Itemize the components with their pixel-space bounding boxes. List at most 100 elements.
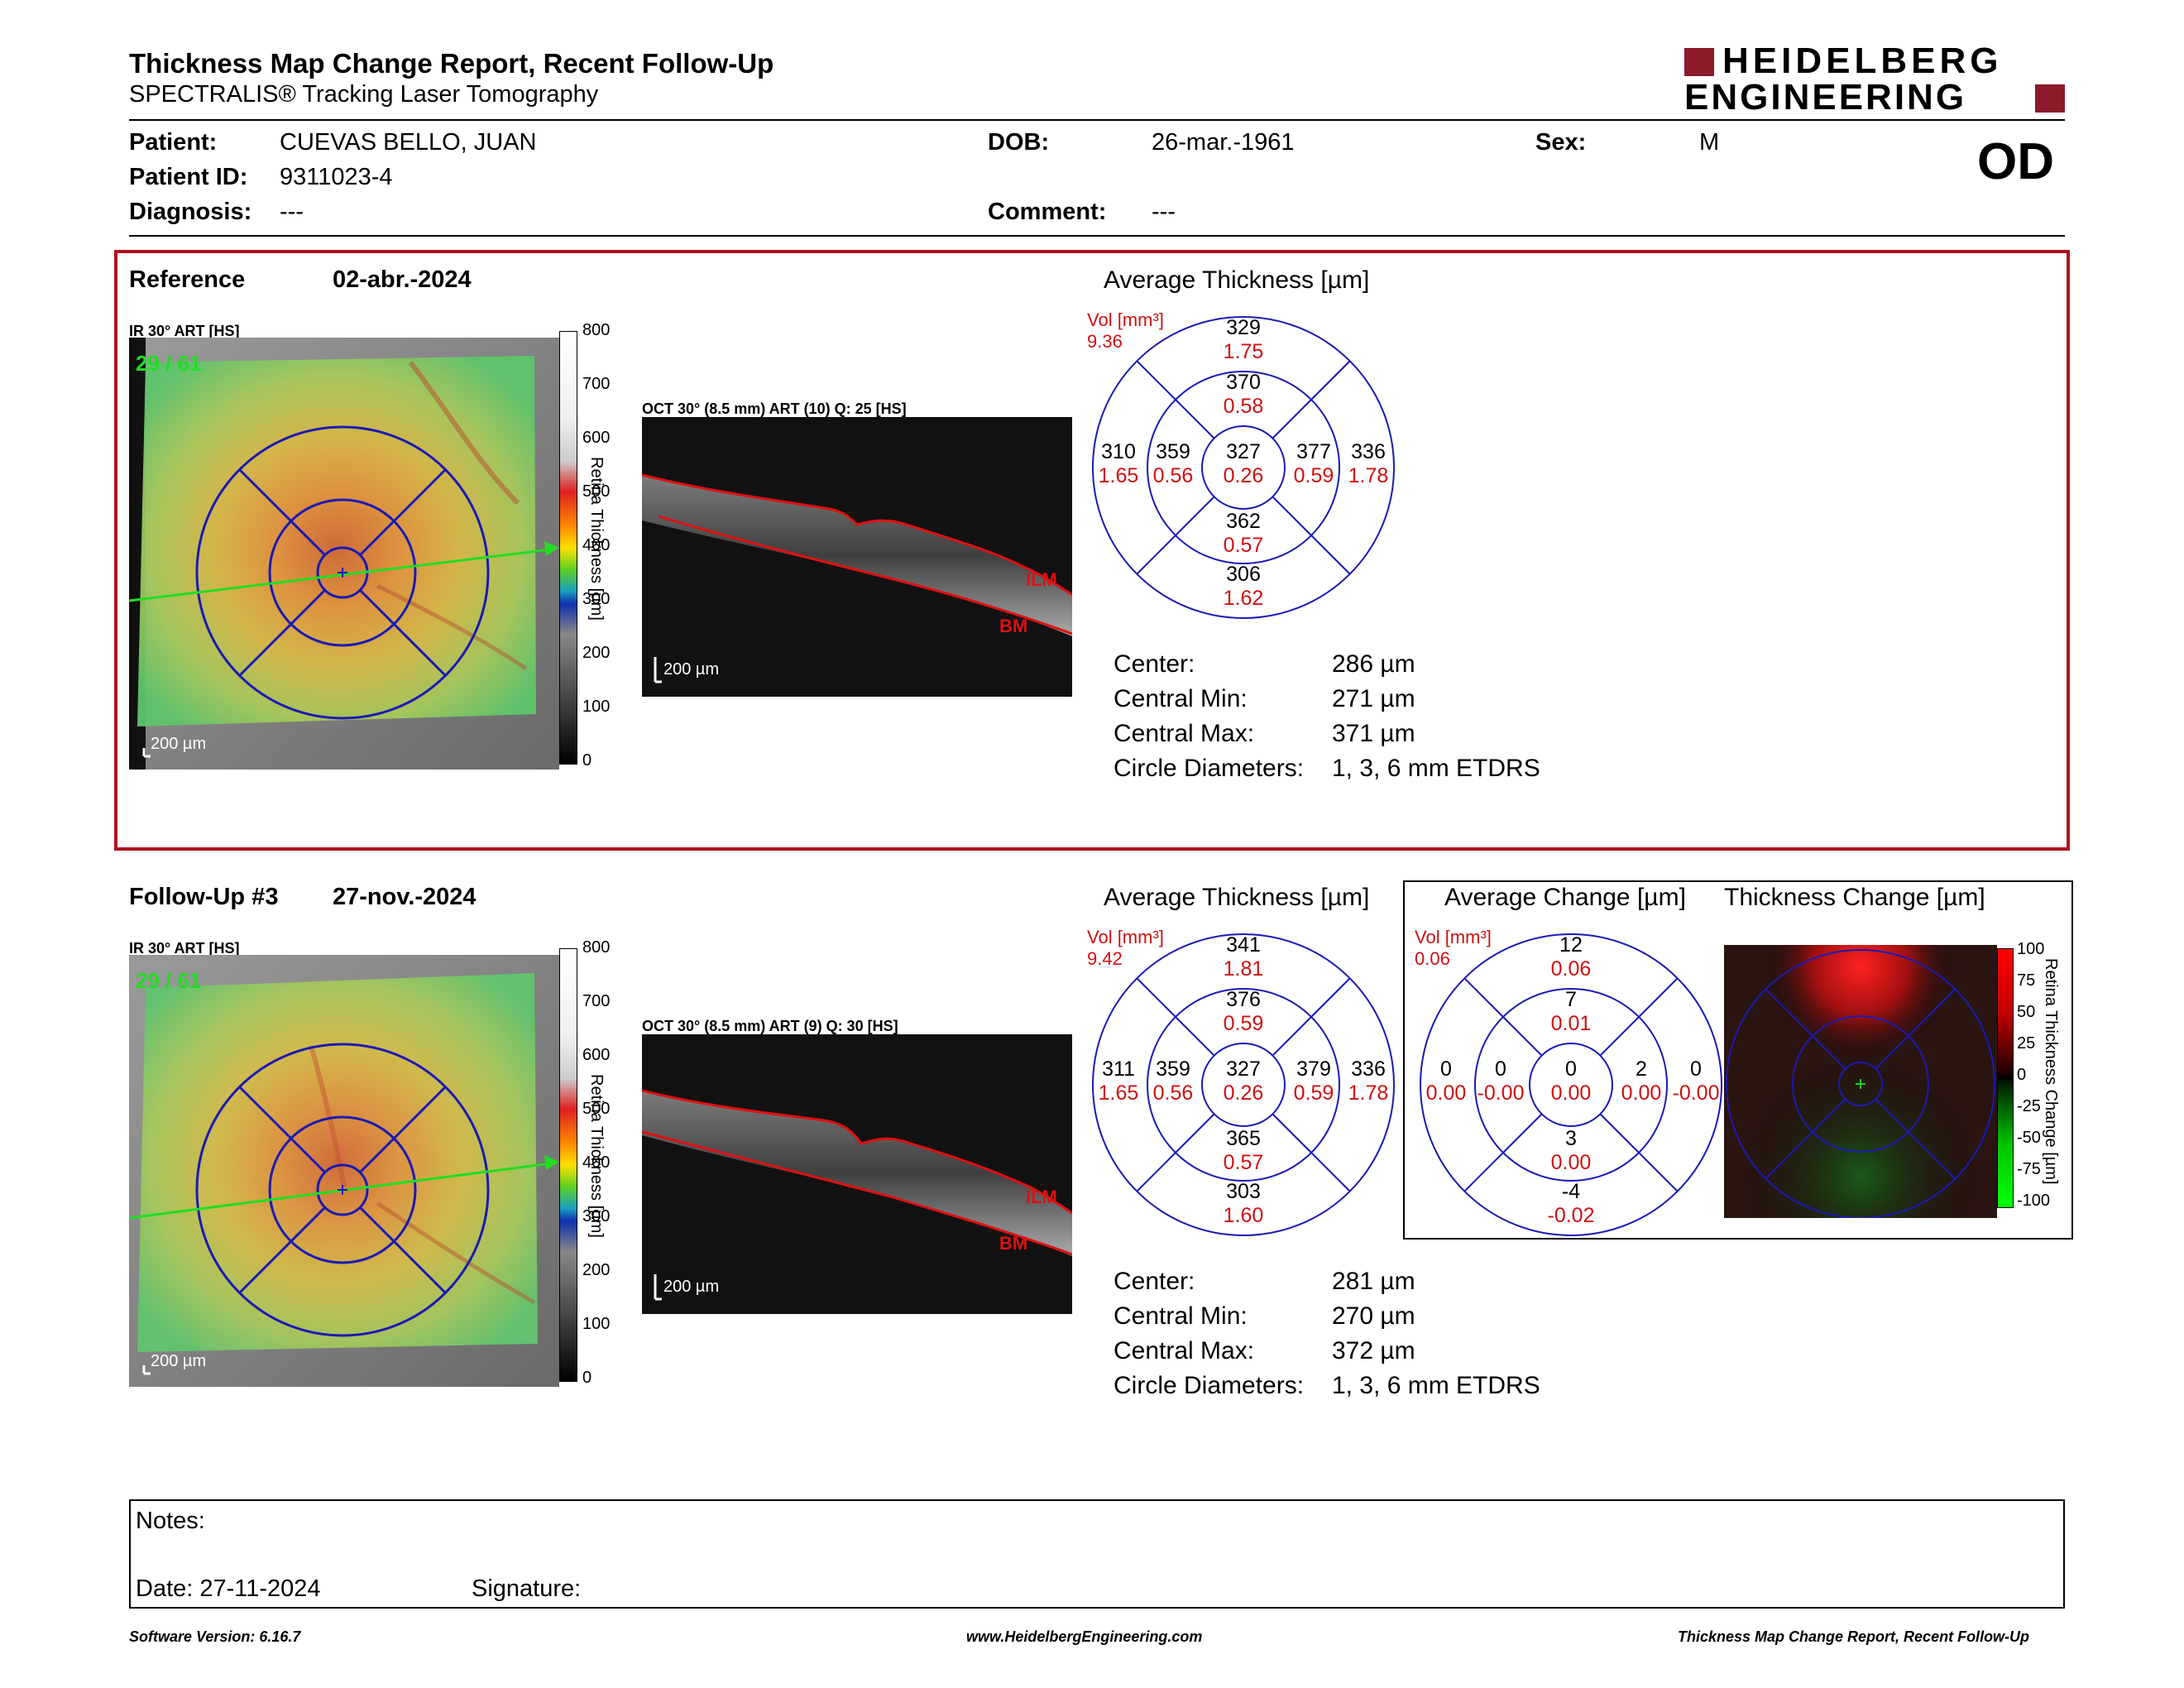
fu-outer-nas-thickness: 336 [1351,1057,1386,1081]
ref-center-value: 286 µm [1332,650,1415,678]
ir-frame-count: 29 / 61 [136,351,202,376]
followup-vol-label: Vol [mm³] [1087,927,1164,947]
change-color-scale [1997,948,2014,1208]
ref-outer-sup-thickness: 329 [1226,316,1261,339]
fu-center-vol: 0.26 [1223,1081,1264,1105]
chg-outer-nas-thickness: 0 [1690,1057,1702,1081]
footer-website: www.HeidelbergEngineering.com [966,1628,1203,1645]
patient-id-label: Patient ID: [129,164,248,190]
ref-outer-temp-vol: 1.65 [1098,464,1139,487]
bm-label: BM [999,616,1028,636]
notes-label: Notes: [136,1508,205,1534]
change-vol-label: Vol [mm³] [1415,927,1492,947]
fu-outer-temp-thickness: 311 [1102,1057,1135,1081]
chg-inner-temp-vol: -0.00 [1477,1081,1525,1105]
reference-label: Reference [129,266,246,293]
ilm-label: ILM [1026,569,1057,590]
ref-outer-inf-thickness: 306 [1226,563,1261,586]
change-scale-title: Retina Thickness Change [µm] [2042,958,2060,1185]
followup-vol-value: 9.42 [1087,948,1123,969]
chg-inner-nas-thickness: 2 [1636,1057,1647,1081]
fu-max-value: 372 µm [1332,1337,1415,1364]
reference-ir-thickness-map: 29 / 61 200 µm [128,338,559,770]
reference-etdrs-grid: 329 1.75 370 0.58 310 1.65 359 0.56 327 … [1090,314,1396,621]
chg-inner-sup-vol: 0.01 [1550,1012,1592,1035]
eye-label: OD [1977,133,2054,190]
fu-min-value: 270 µm [1332,1302,1415,1330]
avg-change-title: Average Change [µm] [1444,884,1686,911]
dob-label: DOB: [988,129,1050,156]
reference-ir-label: IR 30° ART [HS] [129,323,240,339]
fu-inner-inf-vol: 0.57 [1223,1151,1264,1174]
comment-label: Comment: [988,199,1107,225]
fu-inner-temp-thickness: 359 [1156,1057,1190,1081]
change-vol-value: 0.06 [1415,948,1450,969]
thickness-scale-title: Retina Thickness [µm] [587,457,606,621]
fu-max-label: Central Max: [1114,1337,1255,1364]
reference-frame [114,250,2070,851]
chg-center-vol: 0.00 [1550,1081,1592,1105]
thickness-scale-title: Retina Thickness [µm] [587,1074,606,1238]
notes-signature: Signature: [472,1575,582,1602]
oct-scale-bar: 200 µm [663,660,720,679]
reference-oct-label: OCT 30° (8.5 mm) ART (10) Q: 25 [HS] [642,400,907,417]
dob-value: 26-mar.-1961 [1152,129,1295,156]
bm-label: BM [999,1233,1028,1254]
ref-outer-inf-vol: 1.62 [1223,587,1264,610]
ref-center-thickness: 327 [1226,440,1261,463]
fu-inner-nas-vol: 0.59 [1293,1081,1334,1105]
thickness-color-scale [559,331,577,765]
chg-outer-sup-thickness: 12 [1559,933,1583,957]
fu-diam-value: 1, 3, 6 mm ETDRS [1332,1372,1540,1399]
fu-outer-sup-vol: 1.81 [1223,957,1264,981]
change-scale-ticks: 100 75 50 25 0 -25 -50 -75 -100 [2017,940,2051,1210]
fu-outer-nas-vol: 1.78 [1348,1081,1389,1105]
oct-scale-bar: 200 µm [663,1278,720,1296]
reference-date: 02-abr.-2024 [333,266,472,293]
ref-inner-temp-vol: 0.56 [1152,464,1194,487]
thickness-scale-ticks: 800 700 600 500 400 300 200 100 0 [582,938,611,1387]
ref-outer-sup-vol: 1.75 [1223,340,1264,363]
fu-inner-temp-vol: 0.56 [1152,1081,1194,1105]
reference-vol-label: Vol [mm³] [1087,309,1164,330]
ref-outer-nas-thickness: 336 [1351,440,1386,463]
notes-date: Date: 27-11-2024 [136,1575,321,1602]
followup-ir-label: IR 30° ART [HS] [129,940,240,957]
fu-inner-inf-thickness: 365 [1226,1127,1261,1150]
report-title: Thickness Map Change Report, Recent Foll… [129,48,774,79]
ref-outer-temp-thickness: 310 [1101,440,1136,463]
chg-inner-temp-thickness: 0 [1495,1057,1506,1081]
fu-outer-sup-thickness: 341 [1226,933,1261,957]
ref-inner-inf-thickness: 362 [1226,510,1261,533]
ref-max-label: Central Max: [1114,720,1255,747]
chg-outer-inf-thickness: -4 [1561,1180,1581,1203]
ir-scale-bar: 200 µm [151,1352,207,1370]
sex-label: Sex: [1535,129,1587,156]
diagnosis-value: --- [280,199,304,225]
fu-inner-sup-vol: 0.59 [1223,1012,1264,1035]
ref-min-value: 271 µm [1332,685,1415,712]
fu-diam-label: Circle Diameters: [1114,1372,1305,1399]
ref-inner-sup-thickness: 370 [1226,371,1261,394]
footer-report-name: Thickness Map Change Report, Recent Foll… [1678,1628,2030,1645]
ref-center-label: Center: [1114,650,1195,678]
followup-ir-thickness-map: 29 / 61 200 µm [128,955,559,1387]
comment-value: --- [1152,199,1176,225]
patient-id: 9311023-4 [280,164,393,190]
followup-oct-label: OCT 30° (8.5 mm) ART (9) Q: 30 [HS] [642,1018,898,1034]
chg-inner-inf-thickness: 3 [1565,1127,1577,1150]
followup-oct-bscan: ILM BM 200 µm [641,1034,1073,1314]
fu-center-label: Center: [1114,1268,1195,1295]
ref-min-label: Central Min: [1114,685,1248,712]
followup-label: Follow-Up #3 [129,884,279,910]
patient-name: CUEVAS BELLO, JUAN [280,129,537,156]
thickness-change-title: Thickness Change [µm] [1724,884,1985,911]
sex-value: M [1699,129,1720,156]
chg-inner-nas-vol: 0.00 [1621,1081,1662,1105]
ref-inner-nas-vol: 0.59 [1293,464,1334,487]
ref-inner-nas-thickness: 377 [1296,440,1331,463]
followup-date: 27-nov.-2024 [333,884,477,910]
thickness-color-scale [559,948,577,1382]
ref-inner-temp-thickness: 359 [1156,440,1190,463]
chg-outer-nas-vol: -0.00 [1672,1081,1720,1105]
